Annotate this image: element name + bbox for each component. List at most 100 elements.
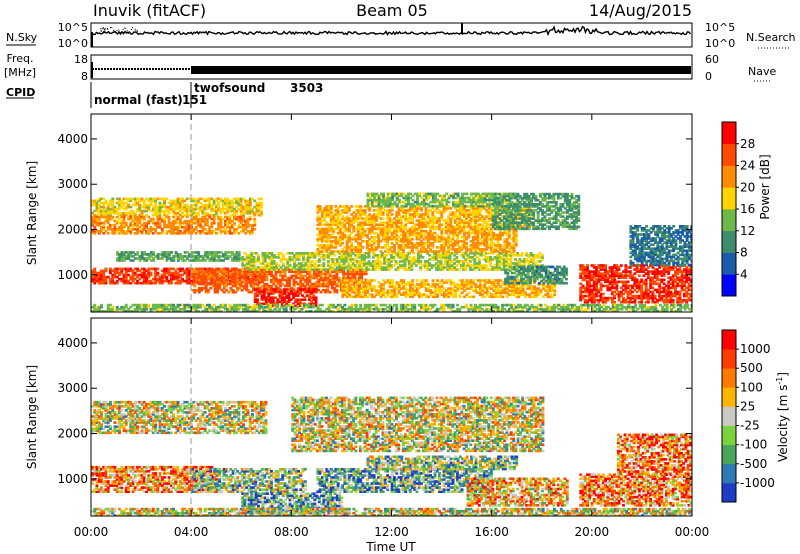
power-cell — [395, 227, 399, 231]
power-cell — [235, 201, 239, 205]
power-cell — [307, 288, 311, 291]
power-cell — [335, 278, 339, 282]
power-cell — [384, 198, 388, 202]
power-cell — [97, 217, 101, 221]
power-cell — [163, 205, 166, 209]
power-cell — [469, 246, 473, 249]
power-cell — [375, 200, 379, 204]
power-cell — [386, 213, 390, 216]
power-cell — [169, 228, 173, 231]
power-cell — [265, 274, 269, 278]
power-cell — [378, 266, 382, 269]
power-cell — [222, 286, 226, 290]
power-cell — [97, 230, 101, 233]
power-cell — [151, 199, 155, 203]
power-cell — [316, 240, 320, 243]
power-cell — [270, 272, 273, 276]
power-cell — [329, 227, 333, 231]
power-cell — [302, 254, 305, 257]
power-cell — [131, 213, 135, 217]
power-cell — [529, 266, 533, 269]
power-cell — [438, 200, 442, 204]
power-cell — [363, 217, 367, 220]
power-cell — [367, 262, 371, 265]
power-cell — [485, 194, 489, 198]
sky-left-tick-top: 10^5 — [58, 21, 88, 34]
power-cell — [318, 235, 322, 239]
power-cell — [261, 254, 265, 257]
power-cell — [285, 302, 289, 306]
power-cell — [315, 264, 319, 267]
power-cell — [345, 244, 349, 247]
power-cell — [210, 230, 214, 233]
power-cell — [512, 246, 516, 249]
power-cell — [474, 229, 477, 233]
power-cell — [253, 288, 257, 291]
power-cell — [447, 233, 450, 237]
power-cell — [433, 225, 437, 229]
power-cell — [390, 246, 394, 249]
power-cell — [263, 264, 267, 267]
power-cell — [109, 217, 112, 221]
power-cell — [442, 209, 446, 212]
power-cell — [431, 246, 435, 249]
freq-trace-twofsound — [191, 66, 691, 74]
power-cell — [261, 278, 264, 282]
power-cell — [377, 223, 381, 226]
power-cell — [256, 282, 260, 286]
power-cell — [185, 211, 189, 215]
power-cell — [315, 282, 318, 286]
power-cell — [377, 227, 381, 231]
power-cell — [392, 258, 396, 261]
power-cell — [222, 270, 226, 274]
power-cell — [225, 276, 228, 280]
power-cell — [399, 254, 402, 257]
power-cell — [453, 231, 457, 235]
power-cell — [208, 232, 212, 235]
power-cell — [411, 194, 415, 198]
power-cell — [425, 192, 428, 196]
power-cell — [514, 233, 518, 237]
power-cell — [434, 200, 437, 204]
power-cell — [154, 255, 158, 258]
power-cell — [345, 219, 349, 222]
power-cell — [151, 219, 155, 223]
power-cell — [120, 228, 124, 231]
power-cell — [529, 254, 533, 257]
power-cell — [534, 262, 538, 265]
power-cell — [385, 264, 389, 267]
power-cell — [377, 198, 381, 202]
power-cell — [113, 207, 117, 211]
power-cell — [353, 272, 357, 276]
power-cell — [297, 282, 300, 286]
power-cell — [310, 292, 313, 295]
power-cell — [424, 211, 428, 214]
power-cell — [474, 223, 477, 226]
power-cell — [136, 197, 139, 201]
power-cell — [248, 205, 252, 209]
power-cell — [477, 262, 481, 265]
power-cell — [384, 235, 387, 239]
power-cell — [440, 202, 444, 206]
power-cell — [329, 229, 333, 233]
power-cell — [286, 266, 290, 269]
sky-trace-dot — [119, 32, 121, 33]
power-cell — [317, 270, 321, 274]
power-cell — [356, 254, 360, 257]
power-cell — [399, 256, 402, 259]
power-cell — [363, 233, 367, 237]
power-cell — [196, 230, 200, 233]
power-cell — [100, 225, 103, 229]
power-cell — [231, 268, 235, 272]
power-cell — [307, 294, 311, 297]
power-cell — [408, 246, 412, 249]
power-cell — [375, 248, 378, 251]
power-cell — [237, 203, 241, 207]
sky-right-tick-top: 10^5 — [705, 21, 735, 34]
power-cell — [434, 196, 437, 200]
power-cell — [257, 201, 261, 205]
power-cell — [341, 215, 345, 218]
power-cell — [106, 205, 110, 209]
power-cell — [320, 231, 324, 235]
power-cell — [434, 204, 437, 208]
